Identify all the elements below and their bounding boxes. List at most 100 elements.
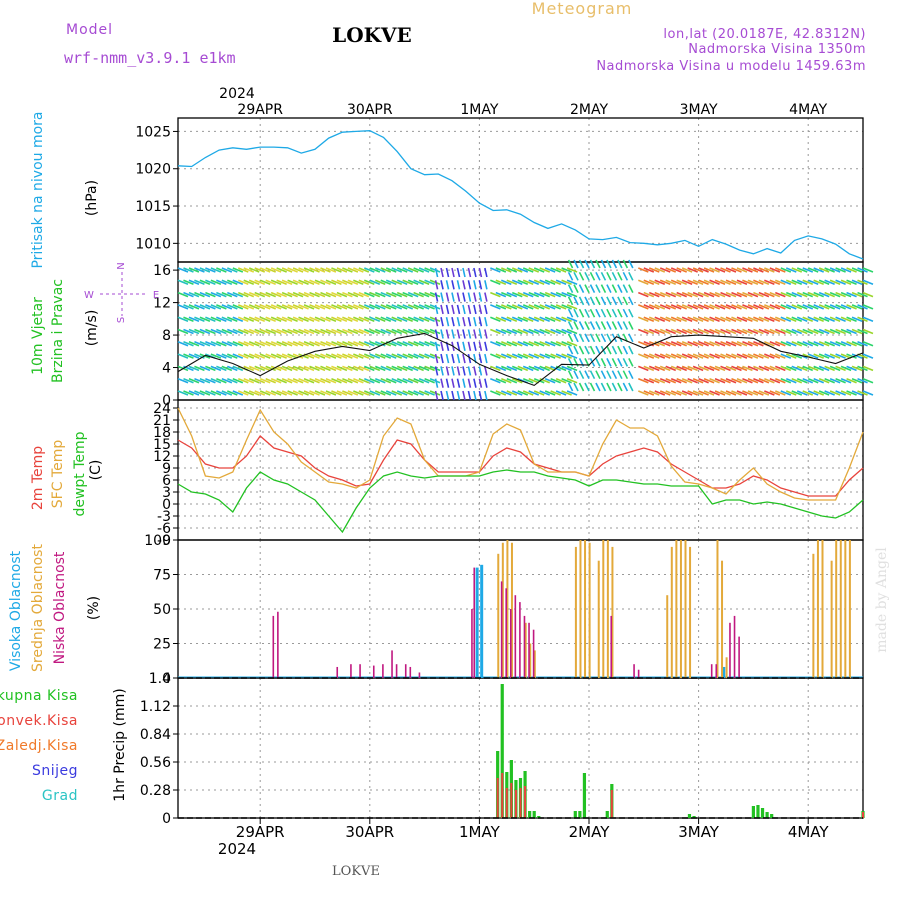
wind-barb: [396, 304, 408, 310]
footer-station: LOKVE: [332, 864, 380, 879]
y-tick-label: 4: [162, 361, 171, 377]
wind-barb: [511, 377, 523, 384]
wind-barb: [298, 353, 309, 359]
wind-barb: [687, 353, 698, 359]
wind-barb: [807, 304, 819, 310]
wind-barb: [643, 267, 655, 273]
wind-barb: [595, 358, 601, 367]
wind-barb: [606, 333, 612, 343]
wind-barb: [221, 353, 233, 359]
wind-barb: [528, 341, 540, 347]
wind-barb: [818, 291, 830, 298]
wind-barb: [451, 390, 455, 401]
wind-barb: [747, 365, 759, 372]
wind-barb: [325, 353, 337, 359]
wind-barb: [380, 316, 392, 322]
wind-barb: [364, 341, 375, 347]
wind-barb: [473, 329, 477, 339]
wind-barb: [753, 316, 764, 322]
wind-barb: [758, 390, 770, 396]
wind-barb: [380, 365, 392, 372]
wind-barb: [270, 328, 282, 335]
wind-barb: [314, 328, 326, 335]
wind-barb: [703, 279, 715, 286]
wind-barb: [775, 390, 786, 396]
wind-barb: [484, 304, 488, 315]
wind-barb: [484, 378, 488, 388]
wind-barb: [862, 390, 874, 396]
wind-barb: [578, 382, 585, 392]
wind-barb: [584, 308, 590, 318]
wind-barb: [254, 377, 266, 384]
wind-barb: [851, 377, 863, 384]
wind-barb: [785, 291, 797, 298]
wind-barb: [555, 304, 567, 310]
wind-barb: [835, 377, 846, 384]
wind-barb: [567, 308, 574, 318]
wind-barb: [807, 365, 819, 372]
wind-barb: [259, 353, 271, 359]
wind-barb: [829, 365, 841, 372]
wind-barb: [413, 279, 424, 286]
wind-barb: [676, 353, 687, 359]
wind-barb: [665, 279, 677, 286]
wind-barb: [243, 291, 255, 298]
wind-barb: [434, 304, 439, 315]
wind-barb: [681, 279, 693, 286]
wind-barb: [659, 390, 671, 396]
wind-barb: [424, 316, 435, 322]
wind-barb: [490, 279, 501, 286]
wind-barb: [802, 365, 814, 372]
wind-barb: [473, 304, 477, 315]
wind-barb: [638, 279, 649, 286]
wind-barb: [490, 353, 501, 359]
wind-barb: [606, 284, 612, 293]
wind-barb: [216, 279, 227, 286]
wind-barb: [829, 267, 841, 273]
wind-barb: [183, 304, 194, 310]
wind-barb: [659, 365, 671, 372]
wind-barb: [522, 328, 534, 335]
wind-barb: [434, 280, 439, 290]
wind-barb: [506, 267, 518, 273]
mid-cloud-bar: [602, 540, 605, 678]
wind-barb: [418, 328, 430, 335]
wind-barb: [611, 308, 618, 318]
wind-barb: [659, 341, 671, 347]
wind-barb: [606, 345, 612, 355]
wind-barb: [358, 365, 370, 372]
wind-barb: [429, 390, 441, 396]
wind-barb: [205, 365, 216, 372]
wind-barb: [353, 353, 364, 359]
wind-barb: [753, 341, 764, 347]
wind-barb: [205, 267, 216, 273]
wind-barb: [221, 365, 233, 372]
wind-barb: [862, 316, 874, 322]
wind-barb: [796, 390, 808, 396]
wind-barb: [670, 377, 682, 384]
wind-barb: [418, 279, 430, 286]
wind-barb: [775, 328, 786, 335]
y-tick-label: 16: [153, 263, 171, 279]
wind-barb: [785, 353, 797, 359]
total-precip-bar: [573, 811, 577, 818]
wind-barb: [622, 296, 629, 306]
wind-barb: [385, 377, 397, 384]
wind-barb: [539, 390, 550, 396]
wind-barb: [391, 267, 403, 273]
wind-title: 10m Vjetar: [30, 297, 46, 375]
wind-barb: [183, 279, 194, 286]
wind-barb: [506, 328, 518, 335]
wind-barb: [276, 341, 287, 347]
wind-barb: [796, 328, 808, 335]
wind-barb: [347, 328, 359, 335]
wind-barb: [742, 304, 753, 310]
wind-barb: [539, 316, 550, 322]
wind-barb: [659, 353, 671, 359]
wind-barb: [216, 291, 227, 298]
wind-barb: [358, 304, 370, 310]
wind-barb: [374, 328, 386, 335]
wind-barb: [747, 316, 759, 322]
wind-barb: [862, 341, 874, 347]
wind-barb: [670, 316, 682, 322]
